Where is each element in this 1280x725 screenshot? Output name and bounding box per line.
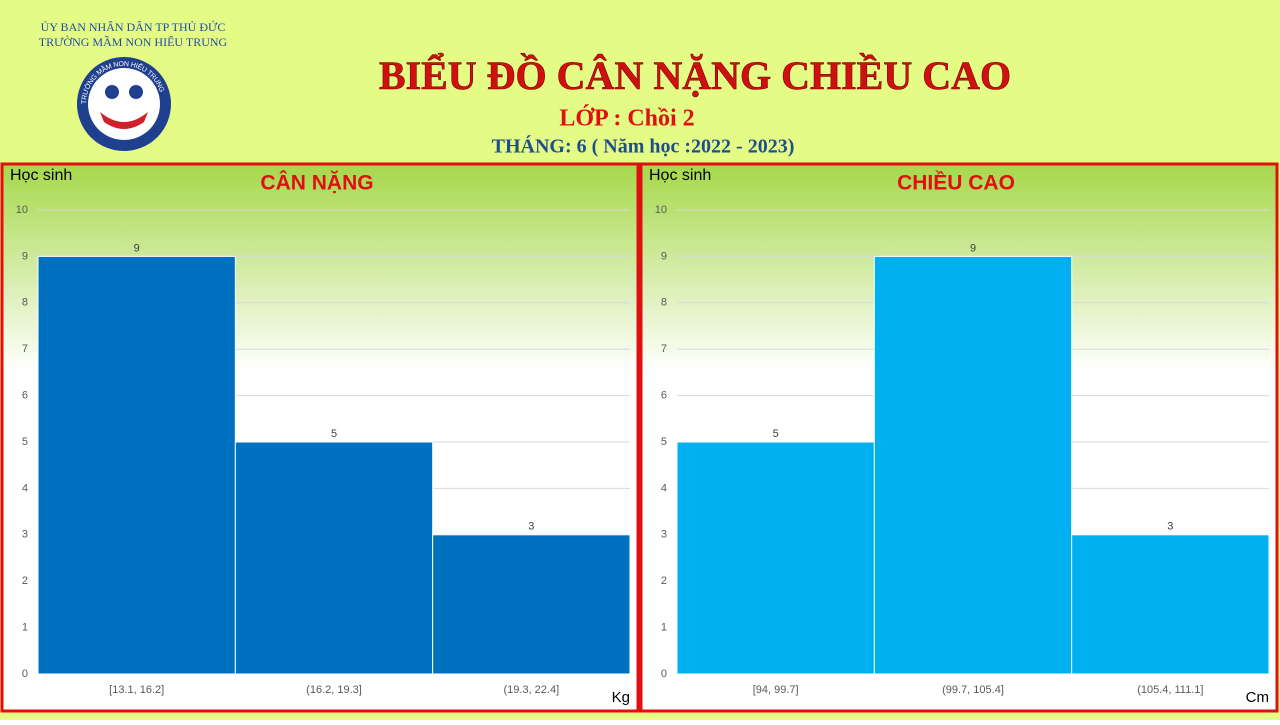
chart-title: CHIỀU CAO [897, 172, 1015, 195]
y-tick-label: 8 [661, 297, 667, 309]
data-label: 5 [331, 428, 337, 440]
y-tick-label: 5 [661, 436, 667, 448]
y-tick-label: 2 [661, 575, 667, 587]
y-tick-label: 10 [655, 204, 667, 216]
data-label: 9 [970, 242, 976, 254]
y-tick-label: 4 [661, 482, 667, 494]
x-axis-label: Kg [612, 689, 630, 706]
y-tick-label: 7 [661, 343, 667, 355]
y-tick-label: 8 [22, 297, 28, 309]
x-tick-label: [94, 99.7] [753, 684, 799, 696]
y-tick-label: 2 [22, 575, 28, 587]
bar [676, 441, 875, 675]
bar [37, 255, 236, 675]
logo: TRƯỜNG MẦM NON HIẾU TRUNG [77, 57, 171, 151]
main-title: BIỂU ĐỒ CÂN NẶNG CHIỀU CAO [379, 52, 1011, 98]
bar [1071, 534, 1270, 675]
authority: ỦY BAN NHÂN DÂN TP THỦ ĐỨC [41, 20, 226, 34]
x-tick-label: (99.7, 105.4] [942, 684, 1004, 696]
y-tick-label: 0 [22, 668, 28, 680]
school: TRƯỜNG MẦM NON HIẾU TRUNG [39, 34, 228, 49]
y-tick-label: 4 [22, 482, 28, 494]
x-tick-label: [13.1, 16.2] [109, 684, 164, 696]
y-tick-label: 1 [22, 622, 28, 634]
y-tick-label: 5 [22, 436, 28, 448]
y-axis-label: Học sinh [649, 167, 711, 184]
y-tick-label: 1 [661, 622, 667, 634]
y-tick-label: 9 [22, 250, 28, 262]
data-label: 3 [1167, 521, 1173, 533]
data-label: 5 [773, 428, 779, 440]
y-tick-label: 6 [661, 390, 667, 402]
x-tick-label: (19.3, 22.4] [504, 684, 560, 696]
chart-title: CÂN NẶNG [260, 171, 373, 195]
y-tick-label: 0 [661, 668, 667, 680]
x-axis-label: Cm [1246, 689, 1269, 706]
data-label: 3 [528, 521, 534, 533]
bar [432, 534, 631, 675]
y-axis-label: Học sinh [10, 167, 72, 184]
class-label: LỚP : Chồi 2 [559, 105, 694, 132]
data-label: 9 [134, 242, 140, 254]
y-tick-label: 10 [16, 204, 28, 216]
y-tick-label: 6 [22, 390, 28, 402]
y-tick-label: 3 [661, 529, 667, 541]
x-tick-label: (16.2, 19.3] [306, 684, 362, 696]
y-tick-label: 7 [22, 343, 28, 355]
month: THÁNG: 6 ( Năm học :2022 - 2023) [492, 135, 795, 158]
y-tick-label: 3 [22, 529, 28, 541]
y-tick-label: 9 [661, 250, 667, 262]
x-tick-label: (105.4, 111.1] [1137, 684, 1203, 696]
bar [873, 255, 1073, 675]
bar [234, 441, 434, 675]
